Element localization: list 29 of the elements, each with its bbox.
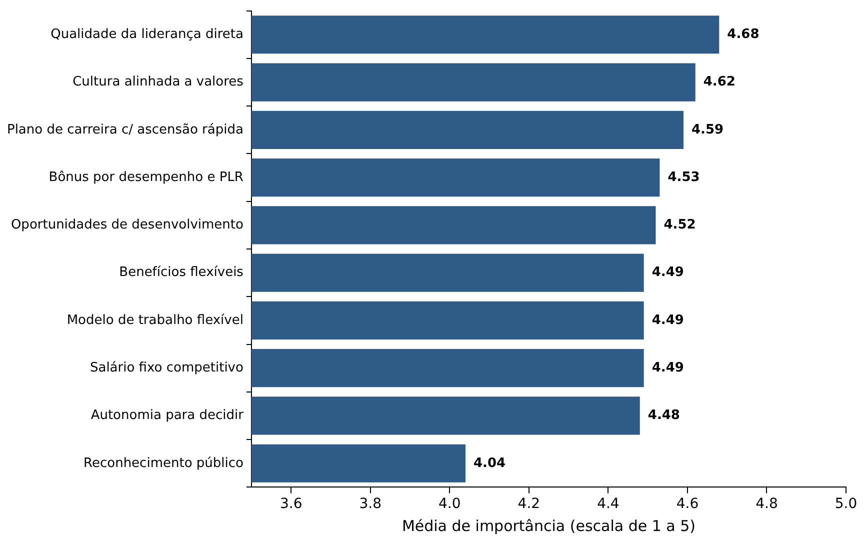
data-label: 4.49 xyxy=(652,312,684,328)
x-tick-label: 4.0 xyxy=(438,496,461,512)
y-tick-label: Benefícios flexíveis xyxy=(119,265,244,280)
data-label: 4.48 xyxy=(648,408,680,424)
x-tick-label: 4.6 xyxy=(676,496,699,512)
x-tick-label: 4.4 xyxy=(597,496,620,512)
x-tick-label: 4.8 xyxy=(756,496,778,512)
data-label: 4.68 xyxy=(727,26,760,42)
data-label: 4.53 xyxy=(668,170,700,185)
data-label: 4.04 xyxy=(474,456,506,471)
data-label: 4.49 xyxy=(652,360,684,376)
data-label: 4.49 xyxy=(652,265,684,280)
x-tick-label: 4.2 xyxy=(518,496,540,512)
data-label: 4.52 xyxy=(664,218,696,233)
x-tick-label: 3.6 xyxy=(280,496,302,512)
x-tick-label: 5.0 xyxy=(834,496,858,512)
y-tick-label: Modelo de trabalho flexível xyxy=(66,312,244,328)
data-label: 4.59 xyxy=(691,122,724,138)
x-tick-label: 3.8 xyxy=(359,496,382,512)
x-axis-title: Média de importância (escala de 1 a 5) xyxy=(402,516,696,535)
y-tick-label: Bônus por desempenho e PLR xyxy=(48,170,244,185)
y-tick-label: Oportunidades de desenvolvimento xyxy=(10,218,244,233)
y-tick-label: Reconhecimento público xyxy=(84,456,244,471)
y-tick-label: Salário fixo competitivo xyxy=(90,360,244,376)
data-label: 4.62 xyxy=(703,74,736,90)
y-tick-label: Autonomia para decidir xyxy=(90,408,244,424)
y-tick-label: Plano de carreira c/ ascensão rápida xyxy=(6,122,244,138)
y-tick-label: Qualidade da liderança direta xyxy=(50,26,244,42)
y-tick-label: Cultura alinhada a valores xyxy=(72,74,244,90)
